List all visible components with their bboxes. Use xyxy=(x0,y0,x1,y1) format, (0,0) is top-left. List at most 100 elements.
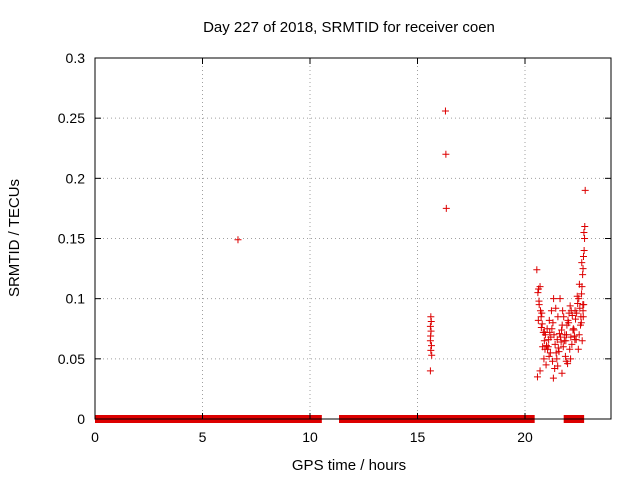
data-point xyxy=(566,345,574,353)
data-point xyxy=(578,259,586,267)
y-tick-label: 0.25 xyxy=(58,110,85,126)
data-point xyxy=(558,369,566,377)
data-point xyxy=(574,299,582,307)
data-point xyxy=(427,342,435,350)
data-point xyxy=(543,342,550,350)
data-point xyxy=(442,204,450,212)
data-point xyxy=(540,355,548,363)
data-point xyxy=(558,326,566,334)
y-tick-label: 0.15 xyxy=(58,231,85,247)
data-point xyxy=(581,186,589,194)
data-point xyxy=(579,307,587,315)
data-point xyxy=(535,297,543,305)
data-point xyxy=(554,313,562,321)
x-tick-label: 0 xyxy=(91,429,99,445)
plot-frame xyxy=(94,57,612,420)
data-point xyxy=(540,337,548,345)
data-point xyxy=(541,345,549,353)
data-point xyxy=(550,331,558,339)
data-point xyxy=(580,228,588,236)
data-point xyxy=(569,326,577,334)
axis-ticks xyxy=(94,57,611,420)
data-point xyxy=(567,333,575,341)
data-point xyxy=(575,331,583,339)
data-point xyxy=(536,367,544,375)
data-point xyxy=(549,357,557,365)
data-point xyxy=(574,345,582,353)
data-point xyxy=(427,332,435,340)
data-point xyxy=(426,367,434,375)
data-point xyxy=(549,319,557,327)
data-point xyxy=(579,253,587,261)
data-point xyxy=(561,352,569,360)
grid xyxy=(95,58,611,419)
data-point xyxy=(554,362,562,370)
x-tick-label: 15 xyxy=(410,429,426,445)
data-point xyxy=(552,304,560,312)
data-point xyxy=(579,301,587,309)
x-tick-label: 20 xyxy=(517,429,533,445)
data-point xyxy=(576,321,584,329)
data-point xyxy=(578,337,586,345)
data-point xyxy=(573,292,581,300)
data-point xyxy=(558,321,566,329)
data-point xyxy=(556,295,564,303)
data-point xyxy=(547,307,555,315)
data-point xyxy=(534,289,542,297)
data-point xyxy=(559,307,567,315)
y-tick-label: 0.05 xyxy=(58,351,85,367)
data-point xyxy=(562,357,570,365)
data-point xyxy=(559,343,567,351)
data-point xyxy=(551,340,559,348)
data-point xyxy=(581,222,589,230)
tick-labels: 0 5 10 15 20 0 0.05 0.1 0.15 0.2 0.25 0.3 xyxy=(58,50,533,445)
y-tick-label: 0.2 xyxy=(66,170,86,186)
data-point xyxy=(575,280,583,288)
data-point xyxy=(560,337,568,345)
data-point xyxy=(565,319,573,327)
data-point xyxy=(537,313,545,321)
data-point xyxy=(533,266,541,274)
x-tick-label: 5 xyxy=(199,429,207,445)
data-point xyxy=(580,247,588,255)
data-point xyxy=(578,290,586,298)
data-point xyxy=(542,361,550,369)
data-point xyxy=(427,318,435,326)
data-point xyxy=(557,338,565,346)
data-point xyxy=(567,355,575,363)
data-point xyxy=(545,316,553,324)
data-point xyxy=(441,107,449,115)
data-point xyxy=(571,336,579,344)
data-point xyxy=(562,331,570,339)
data-point xyxy=(555,348,563,356)
data-point xyxy=(543,325,551,333)
data-point xyxy=(428,351,436,359)
data-point xyxy=(554,344,562,352)
data-point xyxy=(568,340,576,348)
data-point xyxy=(442,150,450,158)
data-point xyxy=(556,333,564,341)
data-point xyxy=(581,235,589,242)
data-point xyxy=(571,307,579,315)
data-point xyxy=(553,355,561,363)
data-point xyxy=(534,316,542,324)
data-point xyxy=(545,352,553,360)
data-point xyxy=(546,349,554,357)
data-point xyxy=(540,328,548,336)
y-tick-label: 0.1 xyxy=(66,291,86,307)
data-point xyxy=(538,320,546,328)
data-point xyxy=(537,324,545,332)
data-point xyxy=(426,322,434,330)
data-point xyxy=(234,236,242,244)
x-tick-label: 10 xyxy=(302,429,318,445)
data-point xyxy=(536,283,544,291)
chart-title: Day 227 of 2018, SRMTID for receiver coe… xyxy=(203,19,495,36)
x-axis-label: GPS time / hours xyxy=(292,457,406,474)
data-point xyxy=(579,313,587,321)
y-axis-label: SRMTID / TECUs xyxy=(6,179,23,297)
data-point xyxy=(568,312,576,320)
data-point xyxy=(533,373,541,381)
data-point xyxy=(549,374,557,382)
data-point xyxy=(538,309,546,317)
